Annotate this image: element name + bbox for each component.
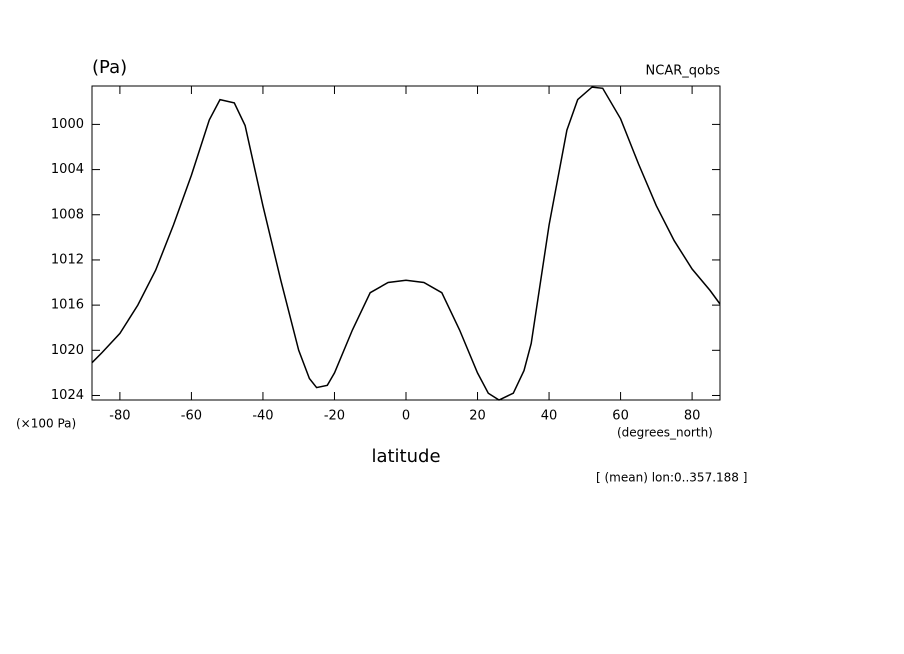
x-tick-label: 40 (541, 409, 558, 424)
x-tick-label: -40 (252, 409, 273, 424)
y-tick-label: 1000 (51, 117, 84, 132)
y-tick-label: 1012 (51, 252, 84, 267)
x-unit-label: (degrees_north) (617, 426, 713, 440)
line-series (91, 86, 721, 401)
x-tick-label: 80 (684, 409, 701, 424)
x-axis-title: latitude (371, 446, 440, 467)
y-tick-label: 1016 (51, 298, 84, 313)
y-scale-label: (×100 Pa) (16, 417, 76, 431)
y-tick-label: 1004 (51, 162, 84, 177)
y-tick-label: 1020 (51, 343, 84, 358)
chart-title: NCAR_qobs (646, 64, 721, 79)
x-tick-label: 0 (402, 409, 410, 424)
x-tick-label: -20 (324, 409, 345, 424)
x-tick-label: 60 (612, 409, 629, 424)
y-tick-label: 1024 (51, 388, 84, 403)
x-tick-label: -60 (181, 409, 202, 424)
y-tick-label: 1008 (51, 207, 84, 222)
y-unit-label: (Pa) (92, 57, 127, 78)
x-tick-label: 20 (469, 409, 486, 424)
x-tick-label: -80 (109, 409, 130, 424)
subtitle: [ (mean) lon:0..357.188 ] (596, 471, 747, 485)
